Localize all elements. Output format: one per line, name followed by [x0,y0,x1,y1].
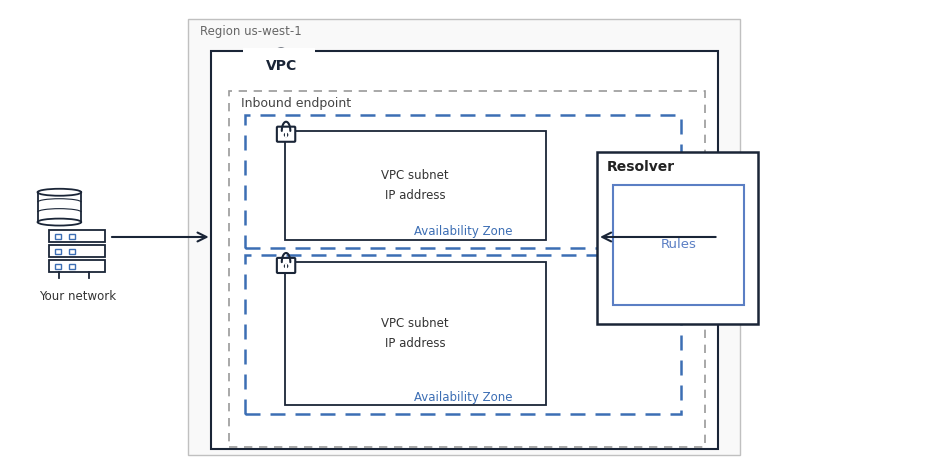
Text: Resolver: Resolver [606,161,675,174]
Text: Rules: Rules [660,238,696,252]
FancyBboxPatch shape [276,258,295,273]
Bar [37,192,82,222]
Bar [245,255,680,414]
Bar [245,115,680,248]
Circle shape [283,55,296,68]
Bar [187,19,740,455]
Bar [285,262,545,405]
Bar [70,249,75,254]
Bar [597,153,757,325]
Bar [49,230,105,242]
Text: VPC subnet
IP address: VPC subnet IP address [381,169,449,202]
Bar [56,249,61,254]
Text: Inbound endpoint: Inbound endpoint [241,97,351,110]
Bar [49,260,105,272]
Bar [211,51,717,449]
Text: Region us-west-1: Region us-west-1 [199,25,301,38]
Text: VPC: VPC [265,59,297,73]
Bar [70,264,75,269]
Circle shape [271,49,290,68]
Text: Your network: Your network [39,290,116,303]
Text: VPC subnet
IP address: VPC subnet IP address [381,317,449,350]
Bar [49,245,105,257]
FancyBboxPatch shape [276,127,295,142]
Circle shape [285,265,287,268]
Circle shape [285,133,287,137]
Bar [229,91,704,447]
Bar [285,130,545,240]
Text: Availability Zone: Availability Zone [413,391,512,404]
Text: Availability Zone: Availability Zone [413,225,512,238]
Bar [243,48,314,80]
Bar [70,234,75,239]
Bar [613,185,743,305]
Bar [266,65,294,70]
Bar [56,234,61,239]
Bar [56,264,61,269]
Circle shape [264,55,279,70]
